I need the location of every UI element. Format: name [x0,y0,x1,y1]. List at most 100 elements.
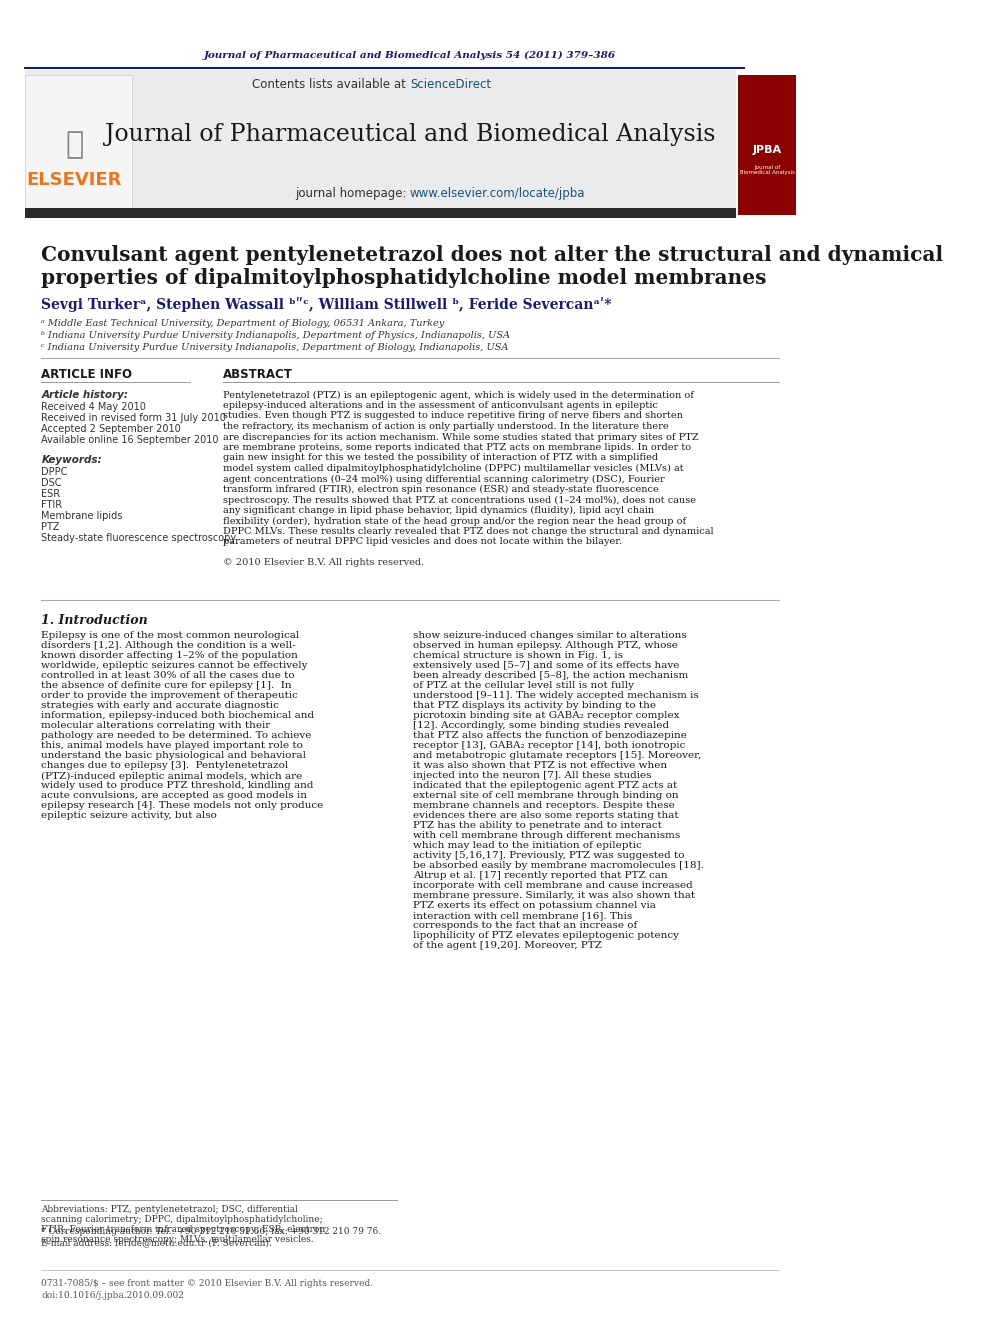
Text: that PTZ displays its activity by binding to the: that PTZ displays its activity by bindin… [414,701,657,710]
Text: extensively used [5–7] and some of its effects have: extensively used [5–7] and some of its e… [414,662,680,671]
Text: properties of dipalmitoylphosphatidylcholine model membranes: properties of dipalmitoylphosphatidylcho… [42,269,767,288]
Text: FTIR, Fourier transform infrared spectroscopy; ESR, electron: FTIR, Fourier transform infrared spectro… [42,1225,325,1234]
Text: PTZ has the ability to penetrate and to interact: PTZ has the ability to penetrate and to … [414,822,662,831]
Text: * Corresponding author. Tel.: +90 312 210 51 66; fax: +90 312 210 79 76.: * Corresponding author. Tel.: +90 312 21… [42,1228,382,1237]
Text: (PTZ)-induced epileptic animal models, which are: (PTZ)-induced epileptic animal models, w… [42,771,303,781]
Text: Steady-state fluorescence spectroscopy: Steady-state fluorescence spectroscopy [42,533,236,542]
Text: Convulsant agent pentylenetetrazol does not alter the structural and dynamical: Convulsant agent pentylenetetrazol does … [42,245,943,265]
Text: membrane pressure. Similarly, it was also shown that: membrane pressure. Similarly, it was als… [414,892,695,901]
Text: Abbreviations: PTZ, pentylenetetrazol; DSC, differential: Abbreviations: PTZ, pentylenetetrazol; D… [42,1205,299,1215]
Text: epilepsy research [4]. These models not only produce: epilepsy research [4]. These models not … [42,802,323,811]
Text: are discrepancies for its action mechanism. While some studies stated that prima: are discrepancies for its action mechani… [223,433,699,442]
Text: ᵇ Indiana University Purdue University Indianapolis, Department of Physics, Indi: ᵇ Indiana University Purdue University I… [42,331,510,340]
Text: E-mail address: feride@metu.edu.tr (F. Severcan).: E-mail address: feride@metu.edu.tr (F. S… [42,1238,272,1248]
FancyBboxPatch shape [25,75,132,210]
Text: Received 4 May 2010: Received 4 May 2010 [42,402,146,411]
Text: 1. Introduction: 1. Introduction [42,614,148,627]
Text: ABSTRACT: ABSTRACT [223,369,293,381]
Text: ELSEVIER: ELSEVIER [27,171,122,189]
Text: understand the basic physiological and behavioral: understand the basic physiological and b… [42,751,307,761]
Text: PTZ exerts its effect on potassium channel via: PTZ exerts its effect on potassium chann… [414,901,656,910]
Text: 🌳: 🌳 [65,131,83,160]
Text: doi:10.1016/j.jpba.2010.09.002: doi:10.1016/j.jpba.2010.09.002 [42,1290,185,1299]
Text: Epilepsy is one of the most common neurological: Epilepsy is one of the most common neuro… [42,631,300,640]
Text: corresponds to the fact that an increase of: corresponds to the fact that an increase… [414,922,638,930]
Text: lipophilicity of PTZ elevates epileptogenic potency: lipophilicity of PTZ elevates epileptoge… [414,931,680,941]
Text: Journal of Pharmaceutical and Biomedical Analysis: Journal of Pharmaceutical and Biomedical… [105,123,715,147]
Text: Available online 16 September 2010: Available online 16 September 2010 [42,435,219,445]
Text: Altrup et al. [17] recently reported that PTZ can: Altrup et al. [17] recently reported tha… [414,872,668,881]
Text: Journal of Pharmaceutical and Biomedical Analysis 54 (2011) 379–386: Journal of Pharmaceutical and Biomedical… [204,50,616,60]
Text: be absorbed easily by membrane macromolecules [18].: be absorbed easily by membrane macromole… [414,861,704,871]
Text: [12]. Accordingly, some binding studies revealed: [12]. Accordingly, some binding studies … [414,721,670,730]
Text: evidences there are also some reports stating that: evidences there are also some reports st… [414,811,679,820]
Text: DPPC MLVs. These results clearly revealed that PTZ does not change the structura: DPPC MLVs. These results clearly reveale… [223,527,714,536]
Text: Accepted 2 September 2010: Accepted 2 September 2010 [42,423,182,434]
Text: external site of cell membrane through binding on: external site of cell membrane through b… [414,791,679,800]
Text: receptor [13], GABA₂ receptor [14], both ionotropic: receptor [13], GABA₂ receptor [14], both… [414,741,685,750]
Text: are membrane proteins, some reports indicated that PTZ acts on membrane lipids. : are membrane proteins, some reports indi… [223,443,691,452]
Text: of PTZ at the cellular level still is not fully: of PTZ at the cellular level still is no… [414,681,634,691]
FancyBboxPatch shape [25,70,736,210]
Text: flexibility (order), hydration state of the head group and/or the region near th: flexibility (order), hydration state of … [223,516,686,525]
Text: Received in revised form 31 July 2010: Received in revised form 31 July 2010 [42,413,226,423]
Text: model system called dipalmitoylphosphatidylcholine (DPPC) multilamellar vesicles: model system called dipalmitoylphosphati… [223,464,683,474]
Text: JPBA: JPBA [753,146,782,155]
Text: www.elsevier.com/locate/jpba: www.elsevier.com/locate/jpba [410,187,585,200]
Text: Journal of
Biomedical Analysis: Journal of Biomedical Analysis [740,164,795,176]
Text: ᵃ Middle East Technical University, Department of Biology, 06531 Ankara, Turkey: ᵃ Middle East Technical University, Depa… [42,319,444,328]
Text: known disorder affecting 1–2% of the population: known disorder affecting 1–2% of the pop… [42,651,299,660]
Text: any significant change in lipid phase behavior, lipid dynamics (fluidity), lipid: any significant change in lipid phase be… [223,505,655,515]
Text: that PTZ also affects the function of benzodiazepine: that PTZ also affects the function of be… [414,732,687,741]
Text: Keywords:: Keywords: [42,455,102,464]
Text: information, epilepsy-induced both biochemical and: information, epilepsy-induced both bioch… [42,712,314,721]
Text: observed in human epilepsy. Although PTZ, whose: observed in human epilepsy. Although PTZ… [414,642,679,651]
Text: studies. Even though PTZ is suggested to induce repetitive firing of nerve fiber: studies. Even though PTZ is suggested to… [223,411,683,421]
Text: the absence of definite cure for epilepsy [1].  In: the absence of definite cure for epileps… [42,681,292,691]
Text: this, animal models have played important role to: this, animal models have played importan… [42,741,304,750]
Text: PTZ: PTZ [42,523,60,532]
Text: and metabotropic glutamate receptors [15]. Moreover,: and metabotropic glutamate receptors [15… [414,751,701,761]
Text: understood [9–11]. The widely accepted mechanism is: understood [9–11]. The widely accepted m… [414,692,699,700]
FancyBboxPatch shape [738,75,796,216]
Text: molecular alterations correlating with their: molecular alterations correlating with t… [42,721,271,730]
Text: membrane channels and receptors. Despite these: membrane channels and receptors. Despite… [414,802,675,811]
Text: Article history:: Article history: [42,390,128,400]
Text: with cell membrane through different mechanisms: with cell membrane through different mec… [414,831,681,840]
Text: changes due to epilepsy [3].  Pentylenetetrazol: changes due to epilepsy [3]. Pentylenete… [42,762,289,770]
Text: epileptic seizure activity, but also: epileptic seizure activity, but also [42,811,217,820]
Text: interaction with cell membrane [16]. This: interaction with cell membrane [16]. Thi… [414,912,633,921]
Text: journal homepage:: journal homepage: [295,187,410,200]
Text: controlled in at least 30% of all the cases due to: controlled in at least 30% of all the ca… [42,672,295,680]
Text: order to provide the improvement of therapeutic: order to provide the improvement of ther… [42,692,299,700]
Text: the refractory, its mechanism of action is only partially understood. In the lit: the refractory, its mechanism of action … [223,422,669,431]
Text: disorders [1,2]. Although the condition is a well-: disorders [1,2]. Although the condition … [42,642,296,651]
Text: parameters of neutral DPPC lipid vesicles and does not locate within the bilayer: parameters of neutral DPPC lipid vesicle… [223,537,622,546]
Text: of the agent [19,20]. Moreover, PTZ: of the agent [19,20]. Moreover, PTZ [414,942,602,950]
Text: FTIR: FTIR [42,500,62,509]
Text: DSC: DSC [42,478,62,488]
Text: been already described [5–8], the action mechanism: been already described [5–8], the action… [414,672,688,680]
Text: indicated that the epileptogenic agent PTZ acts at: indicated that the epileptogenic agent P… [414,782,678,791]
Text: Contents lists available at: Contents lists available at [252,78,410,91]
Text: pathology are needed to be determined. To achieve: pathology are needed to be determined. T… [42,732,311,741]
Text: chemical structure is shown in Fig. 1, is: chemical structure is shown in Fig. 1, i… [414,651,623,660]
Text: Pentylenetetrazol (PTZ) is an epileptogenic agent, which is widely used in the d: Pentylenetetrazol (PTZ) is an epileptoge… [223,390,694,400]
Text: spectroscopy. The results showed that PTZ at concentrations used (1–24 mol%), do: spectroscopy. The results showed that PT… [223,495,696,504]
Text: ᶜ Indiana University Purdue University Indianapolis, Department of Biology, Indi: ᶜ Indiana University Purdue University I… [42,343,509,352]
Text: epilepsy-induced alterations and in the assessment of anticonvulsant agents in e: epilepsy-induced alterations and in the … [223,401,658,410]
Text: Membrane lipids: Membrane lipids [42,511,123,521]
Text: agent concentrations (0–24 mol%) using differential scanning calorimetry (DSC), : agent concentrations (0–24 mol%) using d… [223,475,665,484]
Text: © 2010 Elsevier B.V. All rights reserved.: © 2010 Elsevier B.V. All rights reserved… [223,558,425,568]
Text: Sevgi Turkerᵃ, Stephen Wassall ᵇʺᶜ, William Stillwell ᵇ, Feride Severcanᵃʹ*: Sevgi Turkerᵃ, Stephen Wassall ᵇʺᶜ, Will… [42,298,612,312]
Text: transform infrared (FTIR), electron spin resonance (ESR) and steady-state fluore: transform infrared (FTIR), electron spin… [223,486,659,493]
Text: activity [5,16,17]. Previously, PTZ was suggested to: activity [5,16,17]. Previously, PTZ was … [414,852,684,860]
Text: injected into the neuron [7]. All these studies: injected into the neuron [7]. All these … [414,771,652,781]
Text: which may lead to the initiation of epileptic: which may lead to the initiation of epil… [414,841,642,851]
Text: scanning calorimetry; DPPC, dipalmitoylphosphatidylcholine;: scanning calorimetry; DPPC, dipalmitoylp… [42,1216,323,1225]
Text: show seizure-induced changes similar to alterations: show seizure-induced changes similar to … [414,631,687,640]
Text: spin resonance spectroscopy; MLVs, multilamellar vesicles.: spin resonance spectroscopy; MLVs, multi… [42,1236,314,1245]
Text: it was also shown that PTZ is not effective when: it was also shown that PTZ is not effect… [414,762,668,770]
Text: worldwide, epileptic seizures cannot be effectively: worldwide, epileptic seizures cannot be … [42,662,308,671]
Text: incorporate with cell membrane and cause increased: incorporate with cell membrane and cause… [414,881,693,890]
